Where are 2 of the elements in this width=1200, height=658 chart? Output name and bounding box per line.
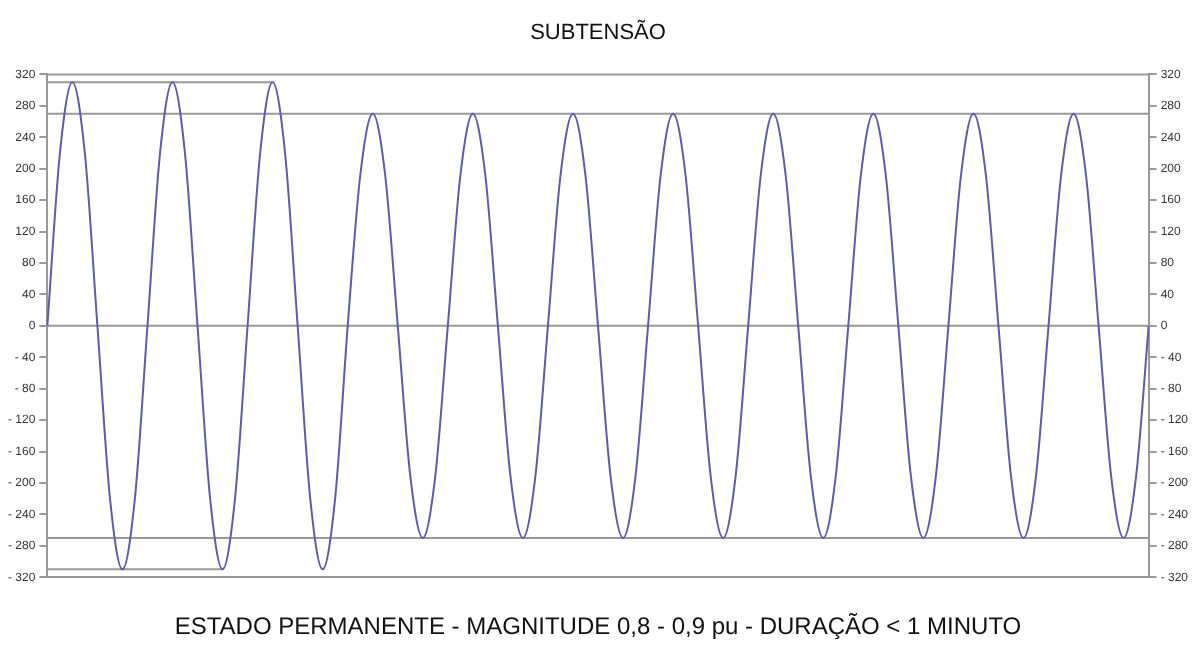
- x-axis-title: ESTADO PERMANENTE - MAGNITUDE 0,8 - 0,9 pu - DURAÇÃO < 1 MINUTO: [174, 612, 1022, 641]
- chart-title: SUBTENSÃO: [530, 19, 667, 46]
